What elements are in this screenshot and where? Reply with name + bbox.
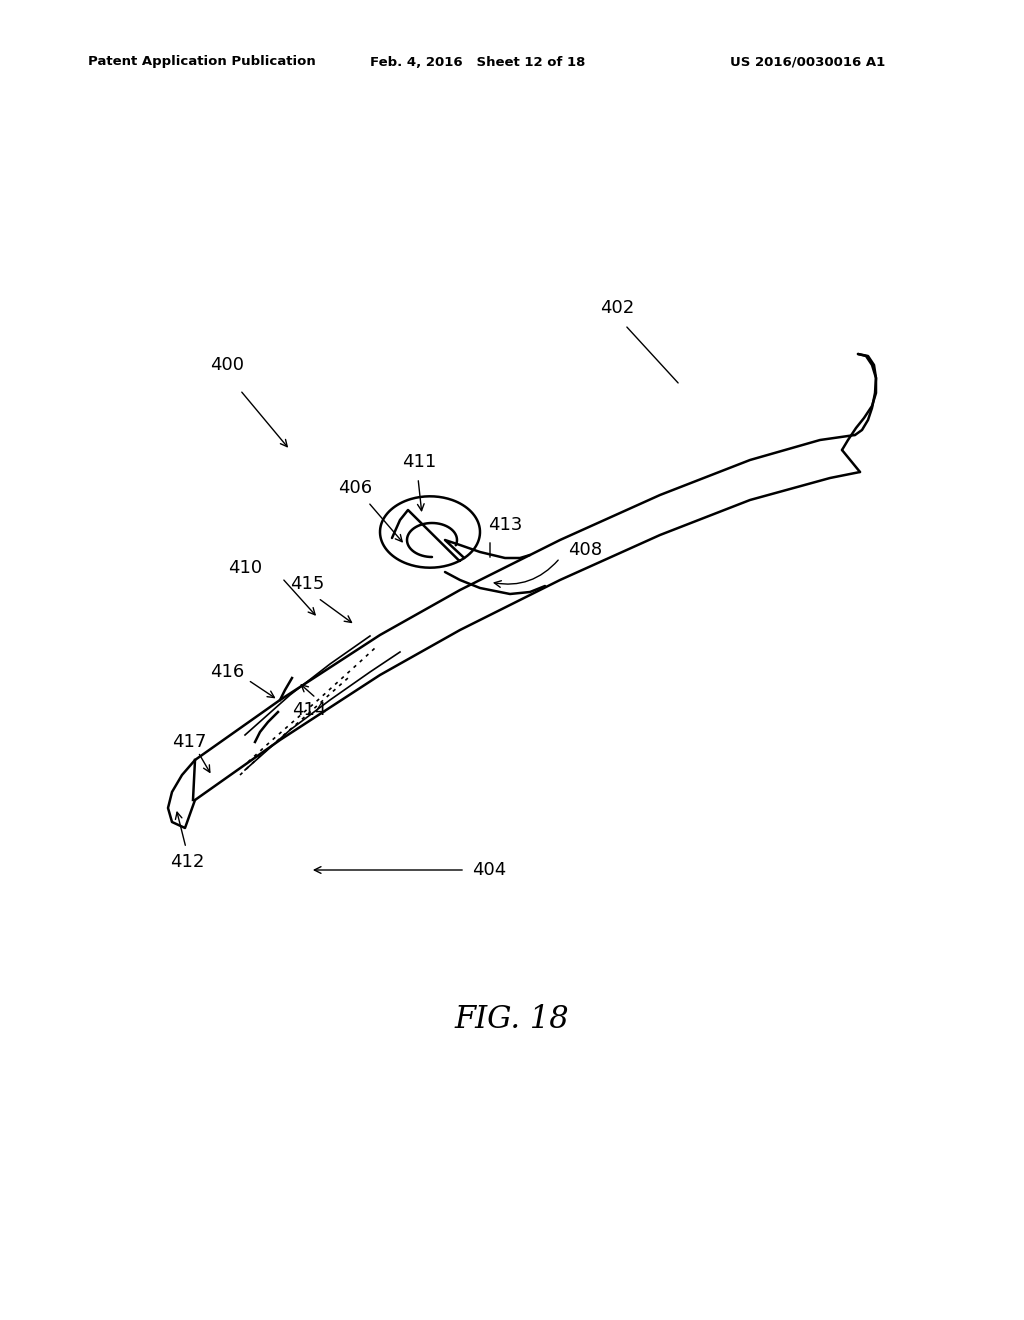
Text: 416: 416 <box>210 663 245 681</box>
Text: Patent Application Publication: Patent Application Publication <box>88 55 315 69</box>
Text: 406: 406 <box>338 479 372 498</box>
Text: Feb. 4, 2016   Sheet 12 of 18: Feb. 4, 2016 Sheet 12 of 18 <box>370 55 586 69</box>
Text: 415: 415 <box>290 576 325 593</box>
Text: FIG. 18: FIG. 18 <box>455 1005 569 1035</box>
Text: 408: 408 <box>568 541 602 558</box>
Text: 400: 400 <box>210 356 244 374</box>
Text: US 2016/0030016 A1: US 2016/0030016 A1 <box>730 55 886 69</box>
Text: 417: 417 <box>172 733 207 751</box>
Text: 412: 412 <box>170 853 205 871</box>
Text: 413: 413 <box>488 516 522 535</box>
Text: 414: 414 <box>292 701 327 719</box>
Text: 411: 411 <box>402 453 436 471</box>
Text: 402: 402 <box>600 300 634 317</box>
Text: 404: 404 <box>472 861 506 879</box>
Text: 410: 410 <box>228 558 262 577</box>
